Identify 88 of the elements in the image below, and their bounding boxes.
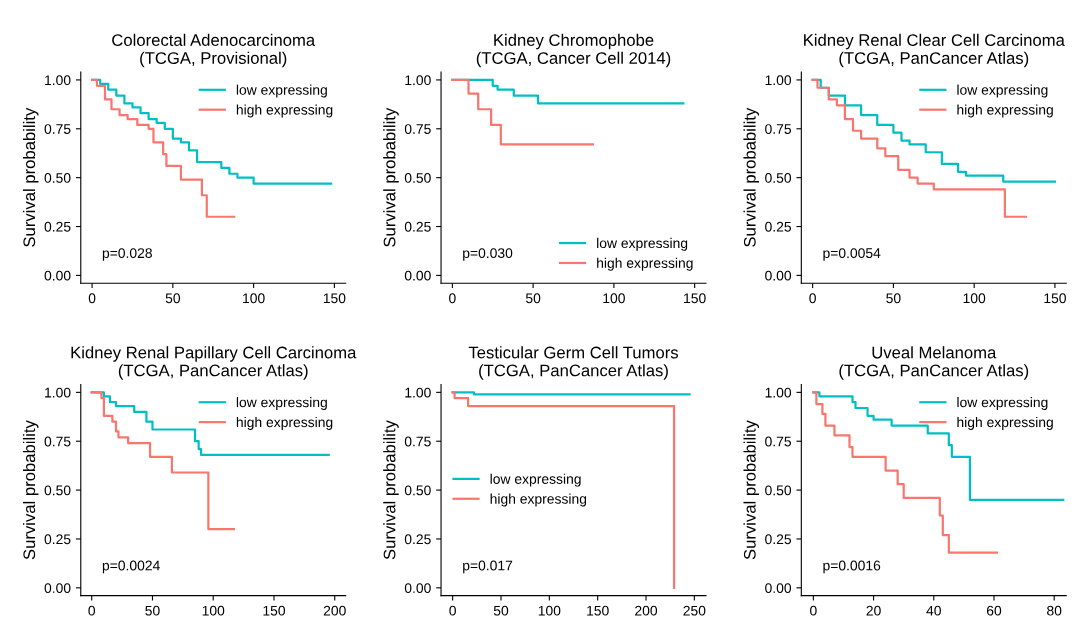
x-tick-label: 80 [1047,605,1062,616]
y-tick-label: 1.00 [405,387,431,398]
x-tick-label: 100 [538,605,561,616]
legend-label: low expressing [597,237,688,251]
y-tick-label: 0.50 [765,172,792,183]
y-tick-label: 0.25 [44,534,71,545]
x-tick-label: 100 [963,293,986,304]
chart-title: Colorectal Adenocarcinoma (TCGA, Provisional) [112,33,316,68]
x-tick-label: 40 [926,605,941,616]
y-tick-label: 0.50 [765,485,792,496]
y-tick-label: 0.00 [765,270,792,281]
annotation: p=0.030 [463,248,513,261]
y-tick-label: 0.50 [44,485,71,496]
x-tick-label: 0 [88,605,96,616]
y-tick-label: 0.75 [44,124,71,134]
y-tick-label: 1.00 [765,75,792,86]
annotation: p=0.028 [102,248,152,261]
y-tick-label: 0.25 [765,221,792,232]
x-tick-label: 50 [886,293,901,304]
y-tick-label: 0.00 [404,583,431,593]
y-axis-title: Survival probability [383,420,399,560]
y-tick-label: 0.50 [404,485,431,496]
x-tick-label: 50 [493,605,509,616]
y-tick-label: 0.00 [765,583,792,593]
y-tick-label: 0.50 [44,172,71,183]
y-tick-label: 0.25 [44,221,71,232]
x-tick-label: 150 [1044,293,1066,304]
legend-label: high expressing [490,493,587,507]
legend-label: high expressing [236,416,333,430]
y-axis-title: Survival probability [383,107,399,247]
chart-title: Testicular Germ Cell Tumors (TCGA, PanCancer Atlas) [468,346,679,380]
x-tick-label: 0 [810,605,817,616]
y-tick-label: 0.75 [404,436,431,447]
x-tick-label: 0 [88,293,96,304]
x-tick-label: 60 [986,605,1002,616]
legend-label: low expressing [236,84,327,98]
x-tick-label: 0 [449,293,456,304]
x-tick-label: 150 [587,605,609,616]
legend-label: low expressing [236,397,327,410]
legend-label: high expressing [236,104,333,118]
chart-title: Kidney Chromophobe (TCGA, Cancer Cell 2014) [476,33,671,68]
x-tick-label: 0 [449,605,456,616]
legend-label: low expressing [957,397,1048,410]
chart-title: Uveal Melanoma (TCGA, PanCancer Atlas) [839,346,1029,380]
y-axis-title: Survival probability [743,107,760,247]
y-tick-label: 0.00 [44,270,71,281]
legend-label: low expressing [490,473,581,487]
annotation: p=0.017 [463,560,513,574]
x-tick-label: 200 [635,605,658,616]
y-tick-label: 1.00 [765,387,792,398]
y-tick-label: 1.00 [45,387,71,398]
y-tick-label: 0.00 [44,583,71,593]
x-tick-label: 150 [323,293,346,304]
y-tick-label: 0.50 [404,172,431,183]
chart-title: Kidney Renal Papillary Cell Carcinoma (TCGA, PanCancer Atlas) [71,346,357,380]
y-tick-label: 0.00 [404,270,431,281]
y-tick-label: 1.00 [45,75,71,86]
x-tick-label: 100 [243,293,265,304]
y-tick-label: 0.75 [404,124,431,134]
y-tick-label: 0.25 [404,221,431,232]
y-axis-title: Survival probability [743,420,760,560]
y-tick-label: 0.75 [765,436,792,447]
x-tick-label: 150 [684,293,706,304]
x-tick-label: 100 [603,293,625,304]
x-tick-label: 150 [263,605,286,616]
y-axis-title: Survival probability [22,420,39,560]
x-tick-label: 50 [165,293,181,304]
x-tick-label: 200 [323,605,346,616]
legend-label: high expressing [957,416,1053,430]
x-tick-label: 250 [683,605,706,616]
y-tick-label: 1.00 [405,75,431,86]
annotation: p=0.0016 [823,560,881,574]
x-tick-label: 50 [525,293,541,304]
x-tick-label: 50 [145,605,160,616]
y-axis-title: Survival probability [22,107,39,247]
y-tick-label: 0.25 [765,534,792,545]
y-tick-label: 0.75 [765,124,792,134]
x-tick-label: 0 [809,293,816,304]
annotation: p=0.0024 [102,560,160,574]
legend-label: low expressing [957,84,1048,98]
chart-title: Kidney Renal Clear Cell Carcinoma (TCGA, PanCancer Atlas) [804,33,1065,68]
legend-label: high expressing [957,104,1053,118]
y-tick-label: 0.25 [404,534,431,545]
annotation: p=0.0054 [823,248,881,261]
y-tick-label: 0.75 [44,436,71,447]
x-tick-label: 100 [202,605,225,616]
x-tick-label: 20 [866,605,881,616]
legend-label: high expressing [597,257,693,271]
